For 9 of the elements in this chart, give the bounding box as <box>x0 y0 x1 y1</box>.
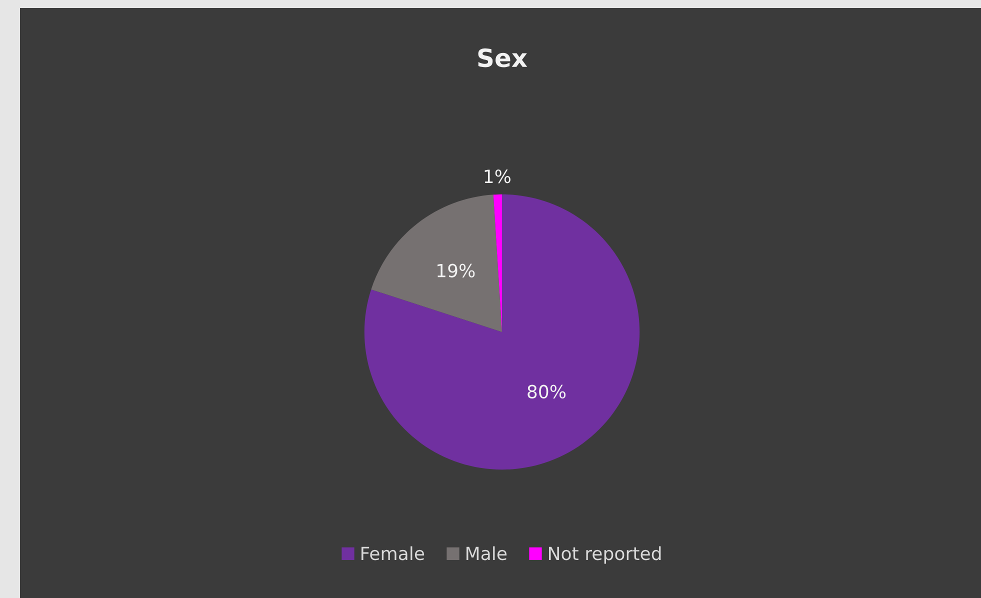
pie-slice <box>371 194 502 332</box>
legend-label: Not reported <box>549 546 661 564</box>
legend-label: Female <box>362 546 424 560</box>
pie-slice <box>364 194 640 470</box>
legend-label: Male <box>466 546 507 560</box>
data-label: 1% <box>484 170 510 184</box>
data-label: 19% <box>438 264 475 278</box>
chart-title: Sex <box>478 48 528 68</box>
data-label: 80% <box>528 384 566 398</box>
